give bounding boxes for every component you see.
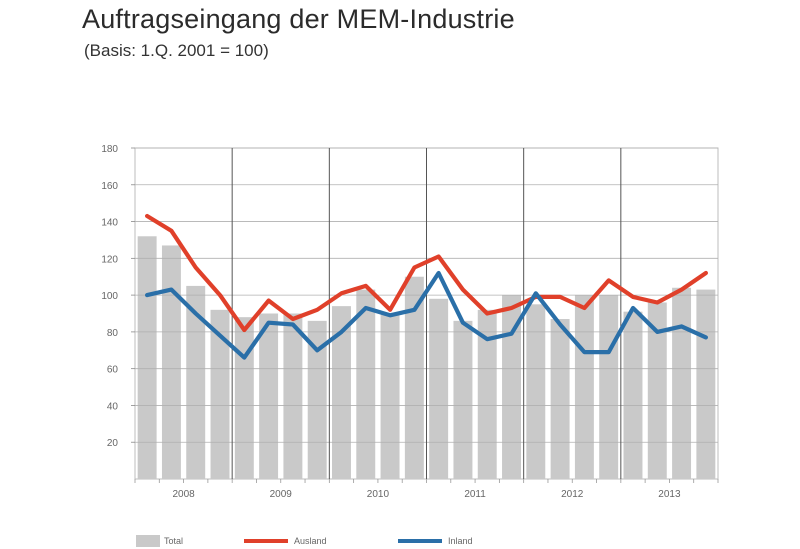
- y-tick-label: 160: [101, 181, 118, 192]
- y-tick-label: 80: [107, 328, 119, 339]
- y-tick-label: 120: [101, 254, 118, 265]
- legend-swatch-total: [136, 535, 160, 547]
- y-tick-label: 100: [101, 291, 118, 302]
- bar-total: [380, 313, 400, 479]
- bar-total: [502, 295, 521, 479]
- x-year-label: 2013: [658, 489, 681, 500]
- x-year-label: 2008: [172, 489, 195, 500]
- legend-label-ausland: Ausland: [294, 536, 327, 546]
- bar-total: [599, 295, 619, 479]
- x-year-label: 2012: [561, 489, 584, 500]
- y-tick-label: 60: [107, 365, 119, 376]
- legend-label-total: Total: [164, 536, 183, 546]
- y-tick-label: 180: [101, 144, 118, 155]
- bar-total: [186, 285, 206, 479]
- bar-total: [404, 276, 424, 479]
- chart-subtitle: (Basis: 1.Q. 2001 = 100): [84, 41, 269, 60]
- bar-total: [332, 306, 351, 479]
- bar-total: [234, 317, 254, 479]
- bar-total: [647, 302, 667, 479]
- bar-total: [526, 304, 546, 479]
- chart-title: Auftragseingang der MEM-Industrie: [82, 4, 515, 34]
- bar-total: [283, 313, 303, 479]
- series-line-inland: [145, 270, 709, 360]
- y-tick-label: 20: [107, 438, 119, 449]
- bar-total: [550, 319, 570, 479]
- bar-total: [137, 236, 157, 479]
- x-year-label: 2009: [270, 489, 293, 500]
- y-tick-label: 140: [101, 218, 118, 229]
- x-year-label: 2011: [464, 489, 486, 500]
- bar-total: [672, 287, 692, 479]
- bar-total: [574, 295, 594, 479]
- x-year-label: 2010: [367, 489, 390, 500]
- y-tick-label: 40: [107, 401, 119, 412]
- bar-total: [210, 309, 230, 479]
- legend-label-inland: Inland: [448, 536, 473, 546]
- bar-total: [307, 320, 327, 479]
- bar-total: [453, 320, 473, 479]
- bar-total: [356, 289, 376, 479]
- bar-total: [161, 245, 181, 479]
- bar-total: [429, 298, 449, 479]
- bar-total: [696, 289, 716, 479]
- bar-total: [259, 313, 279, 479]
- bar-total: [477, 309, 497, 479]
- series-line-ausland: [145, 213, 709, 333]
- bar-total: [623, 311, 643, 479]
